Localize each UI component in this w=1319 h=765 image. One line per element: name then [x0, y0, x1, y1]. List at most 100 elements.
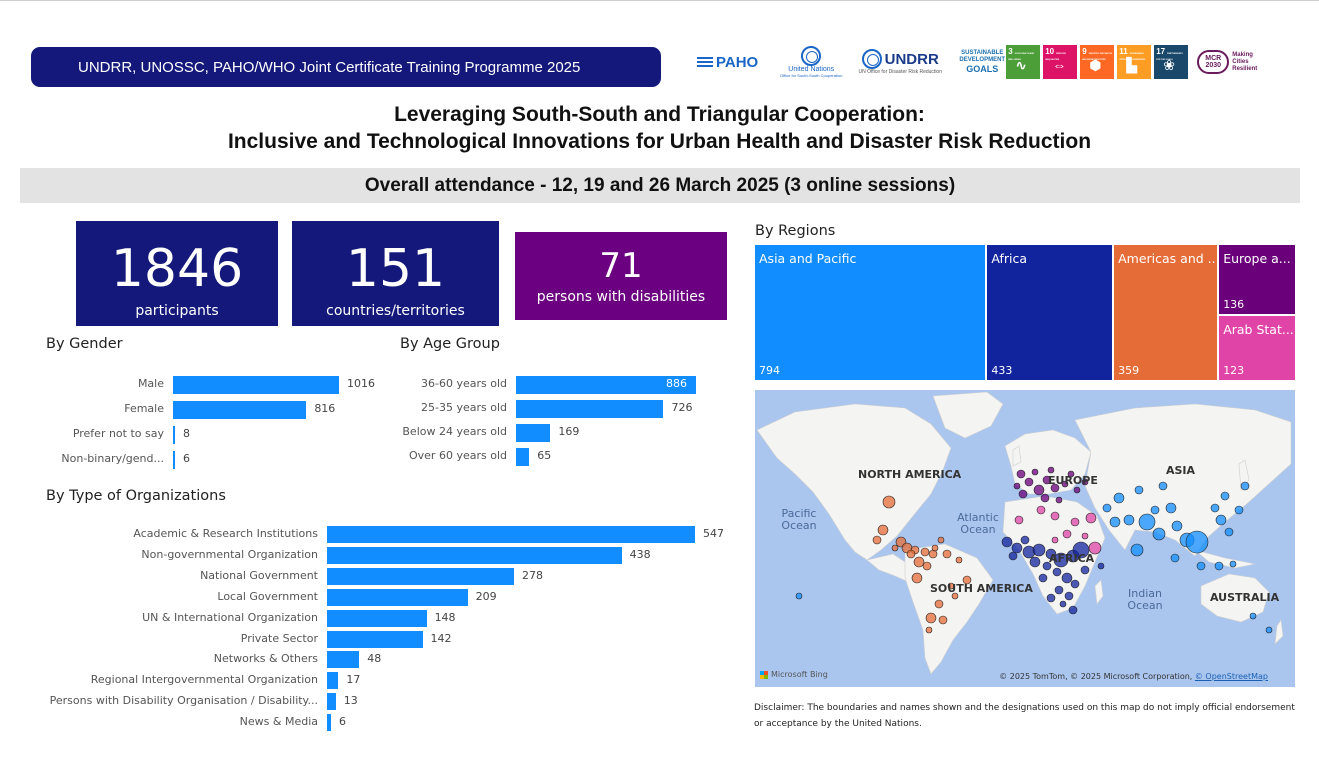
map-bubble[interactable]: [1051, 536, 1059, 544]
bar[interactable]: [327, 526, 695, 543]
map-bubble[interactable]: [1046, 593, 1056, 603]
map-bubble[interactable]: [1081, 532, 1089, 540]
treemap-tile[interactable]: Arab Stat... 123: [1219, 315, 1295, 380]
bar[interactable]: [516, 376, 696, 394]
map-bubble[interactable]: [1113, 492, 1125, 504]
map-bubble[interactable]: [1032, 543, 1046, 557]
map-bubble[interactable]: [1240, 481, 1250, 491]
map-bubble[interactable]: [1152, 527, 1166, 541]
map-bubble[interactable]: [1064, 591, 1074, 601]
map-bubble[interactable]: [1085, 512, 1097, 524]
map-bubble[interactable]: [962, 575, 972, 585]
map-bubble[interactable]: [1134, 485, 1144, 495]
map-bubble[interactable]: [920, 547, 930, 557]
map-bubble[interactable]: [934, 599, 944, 609]
map-bubble[interactable]: [1033, 484, 1045, 496]
map-bubble[interactable]: [795, 592, 803, 600]
map-bubble[interactable]: [1014, 515, 1024, 525]
map-bubble[interactable]: [1059, 600, 1067, 608]
map-bubble[interactable]: [1054, 585, 1064, 595]
bar[interactable]: [516, 400, 664, 418]
map-bubble[interactable]: [1055, 496, 1063, 504]
map-bubble[interactable]: [942, 549, 952, 559]
map-bubble[interactable]: [877, 524, 889, 536]
map-bubble[interactable]: [1072, 541, 1090, 559]
map-bubble[interactable]: [1040, 493, 1050, 503]
map-bubble[interactable]: [938, 615, 948, 625]
map-bubble[interactable]: [1018, 489, 1028, 499]
bar[interactable]: [173, 401, 307, 419]
map-bubble[interactable]: [1229, 560, 1237, 568]
map-bubble[interactable]: [1214, 561, 1224, 571]
map-bubble[interactable]: [1020, 535, 1030, 545]
map-bubble[interactable]: [925, 612, 937, 624]
treemap-tile[interactable]: Africa 433: [987, 245, 1113, 380]
map-bubble[interactable]: [1070, 517, 1080, 527]
map-bubble[interactable]: [1045, 548, 1057, 560]
map-bubble[interactable]: [1050, 483, 1060, 493]
map-bubble[interactable]: [955, 556, 963, 564]
map-bubble[interactable]: [1001, 536, 1013, 548]
bar[interactable]: [173, 426, 175, 444]
bar[interactable]: [327, 672, 339, 690]
map-bubble[interactable]: [1097, 562, 1105, 570]
map-bubble[interactable]: [906, 549, 916, 559]
map-bubble[interactable]: [1170, 553, 1180, 563]
map-bubble[interactable]: [1109, 516, 1121, 528]
bar[interactable]: [516, 424, 551, 442]
map-bubble[interactable]: [911, 572, 923, 584]
map-bubble[interactable]: [882, 495, 896, 509]
map-bubble[interactable]: [937, 536, 945, 544]
map-bubble[interactable]: [922, 561, 932, 571]
map-bubble[interactable]: [1036, 505, 1046, 515]
map-bubble[interactable]: [1013, 482, 1021, 490]
map-bubble[interactable]: [1067, 470, 1075, 478]
map-bubble[interactable]: [1138, 513, 1156, 531]
map-bubble[interactable]: [1047, 466, 1055, 474]
bar[interactable]: [327, 693, 336, 711]
map-bubble[interactable]: [1031, 468, 1039, 476]
treemap-tile[interactable]: Asia and Pacific 794: [755, 245, 986, 380]
map-bubble[interactable]: [1052, 567, 1062, 577]
participants-map[interactable]: NORTH AMERICA EUROPE ASIA AFRICA SOUTH A…: [755, 390, 1295, 687]
map-bubble[interactable]: [913, 556, 925, 568]
map-bubble[interactable]: [1158, 481, 1168, 491]
map-bubble[interactable]: [1062, 529, 1072, 539]
map-bubble[interactable]: [1042, 475, 1052, 485]
map-bubble[interactable]: [1210, 503, 1220, 513]
bar[interactable]: [173, 376, 339, 394]
map-bubble[interactable]: [1068, 605, 1078, 615]
map-bubble[interactable]: [1024, 477, 1034, 487]
map-bubble[interactable]: [947, 582, 955, 590]
map-bubble[interactable]: [1215, 514, 1227, 526]
bar[interactable]: [327, 588, 468, 606]
bar[interactable]: [173, 451, 175, 469]
openstreetmap-link[interactable]: © OpenStreetMap: [1194, 672, 1268, 681]
map-bubble[interactable]: [951, 592, 959, 600]
bar[interactable]: [327, 651, 360, 669]
map-bubble[interactable]: [1150, 505, 1160, 515]
map-bubble[interactable]: [925, 626, 933, 634]
map-bubble[interactable]: [1011, 542, 1023, 554]
map-bubble[interactable]: [872, 535, 882, 545]
map-bubble[interactable]: [1029, 556, 1041, 568]
map-bubble[interactable]: [931, 544, 939, 552]
bar[interactable]: [327, 567, 515, 585]
map-bubble[interactable]: [1061, 480, 1069, 488]
map-bubble[interactable]: [1249, 612, 1257, 620]
map-bubble[interactable]: [1196, 561, 1206, 571]
map-bubble[interactable]: [1165, 502, 1177, 514]
map-bubble[interactable]: [1038, 573, 1048, 583]
map-bubble[interactable]: [1123, 514, 1135, 526]
map-bubble[interactable]: [1185, 530, 1209, 554]
map-bubble[interactable]: [891, 544, 899, 552]
map-bubble[interactable]: [1265, 626, 1273, 634]
map-bubble[interactable]: [1042, 561, 1052, 571]
bar[interactable]: [327, 546, 622, 564]
map-bubble[interactable]: [1061, 572, 1073, 584]
bar[interactable]: [327, 714, 332, 732]
map-bubble[interactable]: [1070, 579, 1080, 589]
treemap-tile[interactable]: Americas and ... 359: [1114, 245, 1218, 380]
map-bubble[interactable]: [1080, 565, 1090, 575]
map-bubble[interactable]: [1053, 552, 1069, 568]
